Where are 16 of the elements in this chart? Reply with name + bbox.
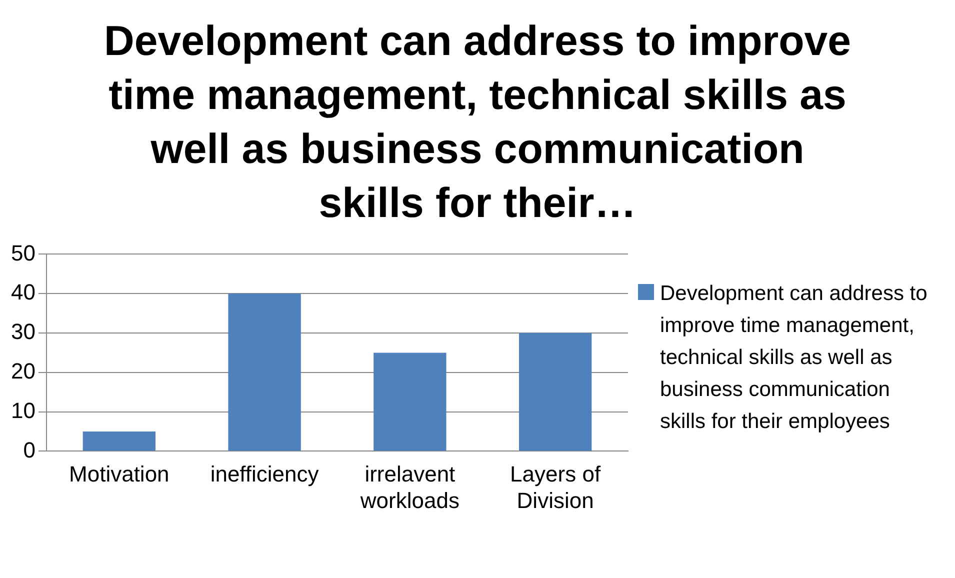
bar [228,294,301,451]
x-tick-label: irrelavent workloads [359,461,460,513]
x-tick-label: Layers of Division [510,461,602,513]
y-tick-label: 20 [10,358,36,384]
bar [374,352,446,451]
x-tick-label: inefficiency [210,461,319,486]
y-tick-label: 40 [10,280,36,305]
y-tick-label: 10 [10,398,36,423]
y-tick-label: 50 [10,240,36,266]
bar [518,333,592,451]
legend-label: Development can address to improve time management, technical skills as well as business communication skills for their employees [660,281,928,435]
chart-title: Development can address to improve time management, technical skills as well as business communication skills for their… [103,16,852,228]
y-tick-label: 30 [10,319,36,344]
y-tick-label: 0 [23,437,36,462]
x-tick-label: Motivation [69,461,170,486]
bar [82,432,156,451]
